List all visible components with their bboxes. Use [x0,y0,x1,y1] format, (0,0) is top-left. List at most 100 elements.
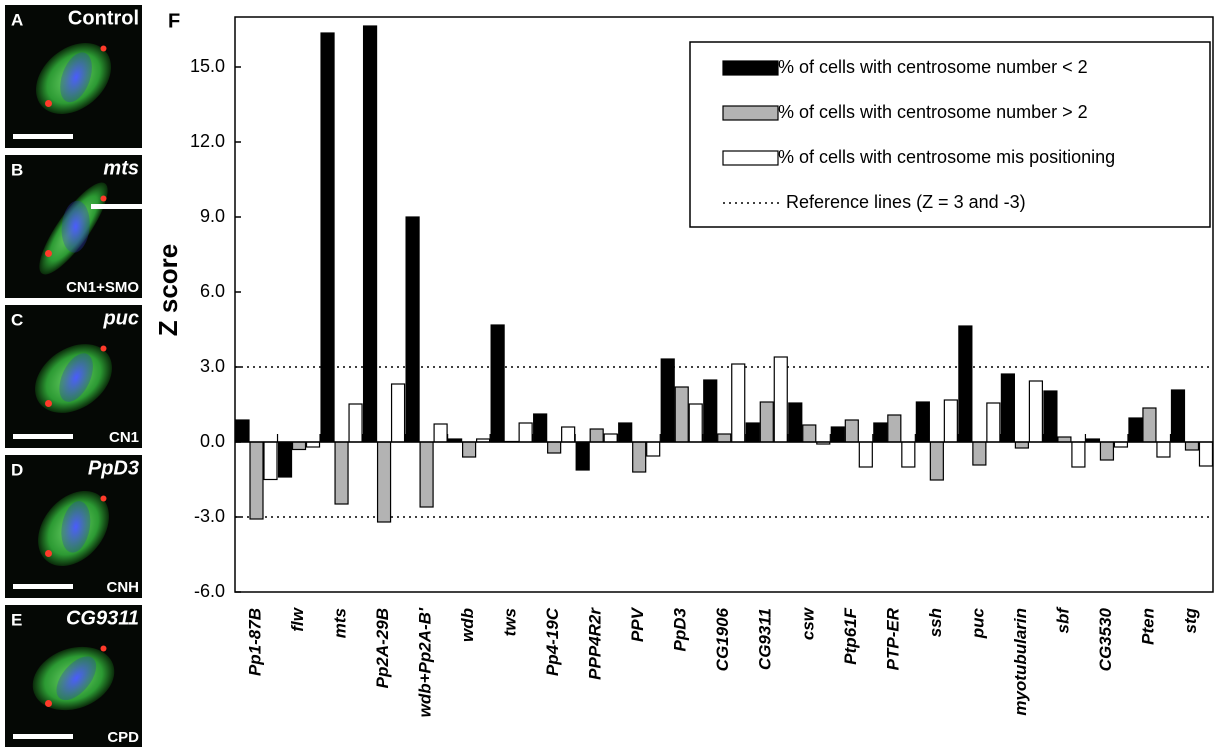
legend-label: % of cells with centrosome number < 2 [778,57,1088,77]
legend-swatch [723,106,778,120]
scale-bar [13,734,73,739]
bar [491,325,504,442]
bar [463,442,476,457]
scale-bar [13,434,73,439]
x-tick-label: CG1906 [713,607,732,671]
bar [902,442,915,467]
legend-label: % of cells with centrosome mis positioni… [778,147,1115,167]
bar [321,33,334,442]
x-tick-label: PTP-ER [883,607,902,670]
panel-letter: E [11,610,22,629]
bar [378,442,391,522]
y-tick-label: 6.0 [200,281,225,301]
x-tick-label: CG9311 [756,608,775,670]
x-tick-label: PpD3 [671,607,690,651]
chart: F Z score -6.0-3.00.03.06.09.012.015.0Pp… [153,10,1213,717]
micrograph: BmtsCN1+SMO [5,155,151,298]
y-tick-label: 15.0 [190,56,225,76]
panel-label: F [168,10,180,32]
y-tick-label: 0.0 [200,431,225,451]
figure: AControlBmtsCN1+SMOCpucCN1DPpD3CNHECG931… [0,0,1218,747]
panel-note: CPD [107,729,139,746]
x-tick-label: flw [288,606,307,631]
bar [434,424,447,442]
x-tick-label: tws [501,608,520,636]
bar [250,442,263,519]
bar [335,442,348,504]
bar [1001,374,1014,442]
y-tick-label: 12.0 [190,131,225,151]
bar [973,442,986,465]
bar [859,442,872,467]
bar [534,414,547,442]
y-tick-label: 3.0 [200,356,225,376]
bar [831,427,844,442]
centrosome [101,646,107,652]
bar [1185,442,1198,450]
x-tick-label: Pp4-19C [543,607,562,676]
panel-letter: B [11,160,23,179]
legend-swatch [723,61,778,75]
bar [803,425,816,442]
centrosome [45,700,52,707]
bar [1199,442,1212,466]
x-tick-label: wdb+Pp2A-B' [416,607,435,717]
micrograph: DPpD3CNH [5,455,142,598]
panel-note: CN1+SMO [66,279,139,296]
x-tick-label: myotubularin [1011,608,1030,716]
bar [760,402,773,442]
panel-note: CNH [107,579,140,596]
bar [1072,442,1085,467]
x-tick-label: Pp2A-29B [373,608,392,688]
bar [675,387,688,442]
bar [633,442,646,472]
x-tick-label: mts [331,608,350,638]
bar [959,326,972,442]
centrosome [45,550,52,557]
bar [349,404,362,442]
centrosome [45,250,52,257]
bar [746,423,759,442]
bar [576,442,589,470]
bar [789,403,802,442]
x-tick-label: Pten [1138,608,1157,645]
x-tick-label: PPV [628,606,647,642]
bar [1015,442,1028,448]
centrosome [101,496,107,502]
panel-gene: Control [68,7,139,29]
bar [661,359,674,442]
bar [1157,442,1170,457]
bar [1129,418,1142,442]
bar [264,442,277,480]
bar [236,420,249,442]
x-tick-label: stg [1181,607,1200,633]
legend-label: % of cells with centrosome number > 2 [778,102,1088,122]
bar [548,442,561,453]
bar [392,384,405,442]
panel-letter: D [11,460,23,479]
bar [647,442,660,456]
y-axis-label: Z score [153,244,183,337]
panel-gene: CG9311 [66,607,139,629]
bar [874,423,887,442]
centrosome [45,100,52,107]
bar [944,400,957,442]
bar [916,402,929,442]
panel-note: CN1 [109,429,139,446]
centrosome [101,346,107,352]
bar [1044,391,1057,442]
bar [930,442,943,480]
panel-gene: puc [102,307,139,329]
bar [888,415,901,442]
bar [704,380,717,442]
centrosome [45,400,52,407]
y-tick-label: -3.0 [194,506,225,526]
x-tick-label: ssh [926,608,945,637]
bar [364,26,377,442]
bar [279,442,292,477]
micrograph: E CG9311 CPD [5,605,142,747]
bar [987,403,1000,442]
bar [293,442,306,450]
